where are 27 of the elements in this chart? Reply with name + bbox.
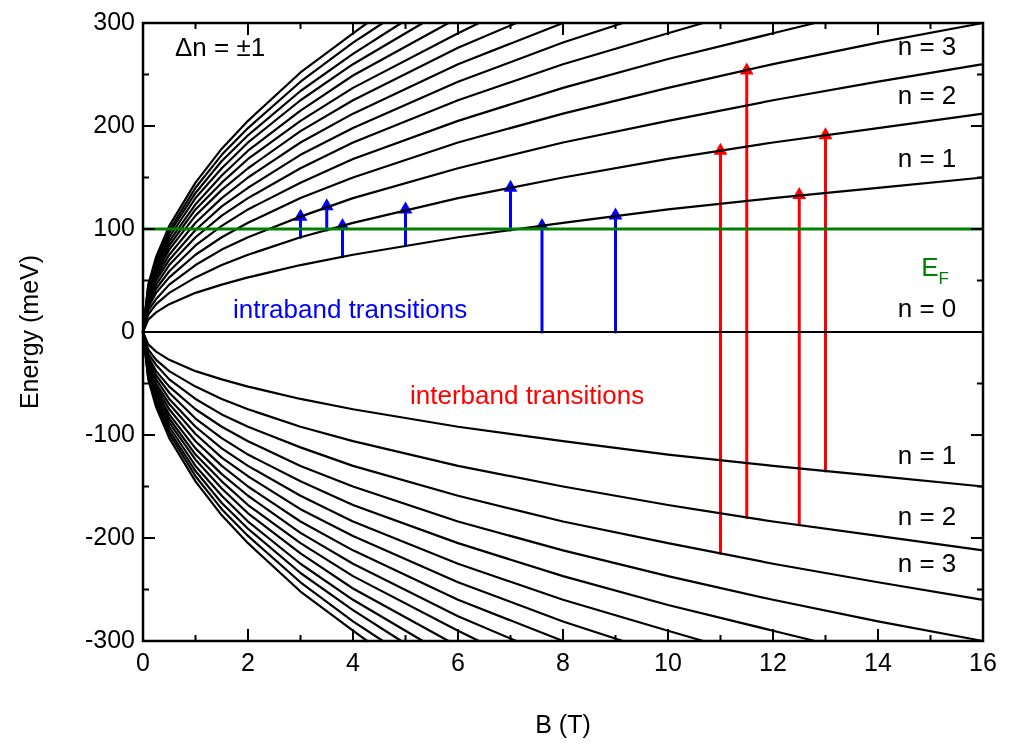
y-tick-label: -100 [84, 418, 135, 447]
y-axis-title: Energy (meV) [14, 254, 43, 410]
x-tick-label: 4 [346, 647, 361, 676]
y-tick-label: 200 [93, 109, 135, 138]
x-tick-label: 10 [654, 647, 682, 676]
y-tick-label: -200 [84, 521, 135, 550]
y-tick-label: -300 [84, 624, 135, 653]
annotation: interband transitions [410, 380, 645, 411]
x-tick-label: 2 [241, 647, 255, 676]
x-tick-label: 16 [969, 647, 997, 676]
y-tick-label: 300 [93, 6, 135, 35]
x-tick-label: 12 [759, 647, 787, 676]
x-tick-label: 14 [864, 647, 892, 676]
y-tick-label: 100 [93, 212, 135, 241]
y-tick-label: 0 [121, 315, 135, 344]
annotation: intraband transitions [233, 294, 468, 325]
x-axis-title: B (T) [535, 709, 591, 738]
annotation: n = 3 [897, 31, 957, 62]
annotation: n = 1 [897, 440, 957, 471]
x-tick-label: 6 [451, 647, 465, 676]
annotation: n = 1 [897, 143, 957, 174]
annotation: Δn = ±1 [175, 32, 266, 63]
annotation: n = 0 [897, 293, 957, 324]
annotation: n = 3 [897, 548, 957, 579]
annotation: n = 2 [897, 501, 957, 532]
annotation: n = 2 [897, 80, 957, 111]
x-tick-label: 8 [556, 647, 570, 676]
